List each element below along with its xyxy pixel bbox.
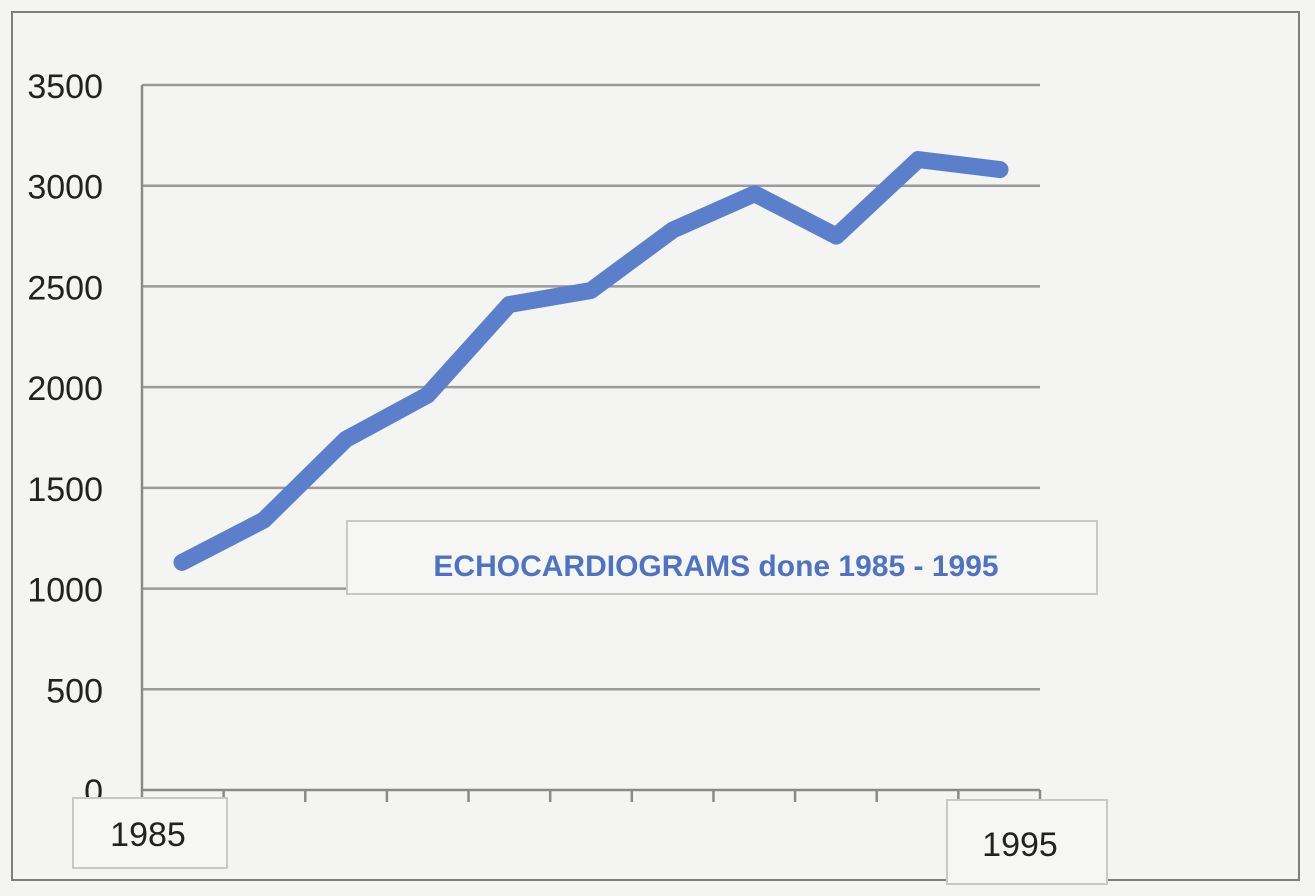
chart-title: ECHOCARDIOGRAMS done 1985 - 1995 — [433, 550, 998, 583]
y-tick-label: 3500 — [27, 68, 103, 106]
x-label-last: 1995 — [982, 826, 1058, 864]
x-label-first: 1985 — [110, 816, 186, 854]
y-tick-label: 2500 — [27, 269, 103, 307]
y-tick-label: 2000 — [27, 370, 103, 408]
chart-title-box — [346, 520, 1098, 595]
series-layer — [173, 151, 1009, 571]
y-tick-label: 500 — [46, 672, 103, 710]
series-line — [173, 151, 1009, 571]
x-label-first-box — [72, 797, 228, 869]
y-tick-label: 1500 — [27, 471, 103, 509]
y-tick-label: 1000 — [27, 572, 103, 610]
y-tick-label: 3000 — [27, 169, 103, 207]
x-label-last-box — [946, 799, 1108, 885]
chart-frame — [11, 11, 1300, 881]
